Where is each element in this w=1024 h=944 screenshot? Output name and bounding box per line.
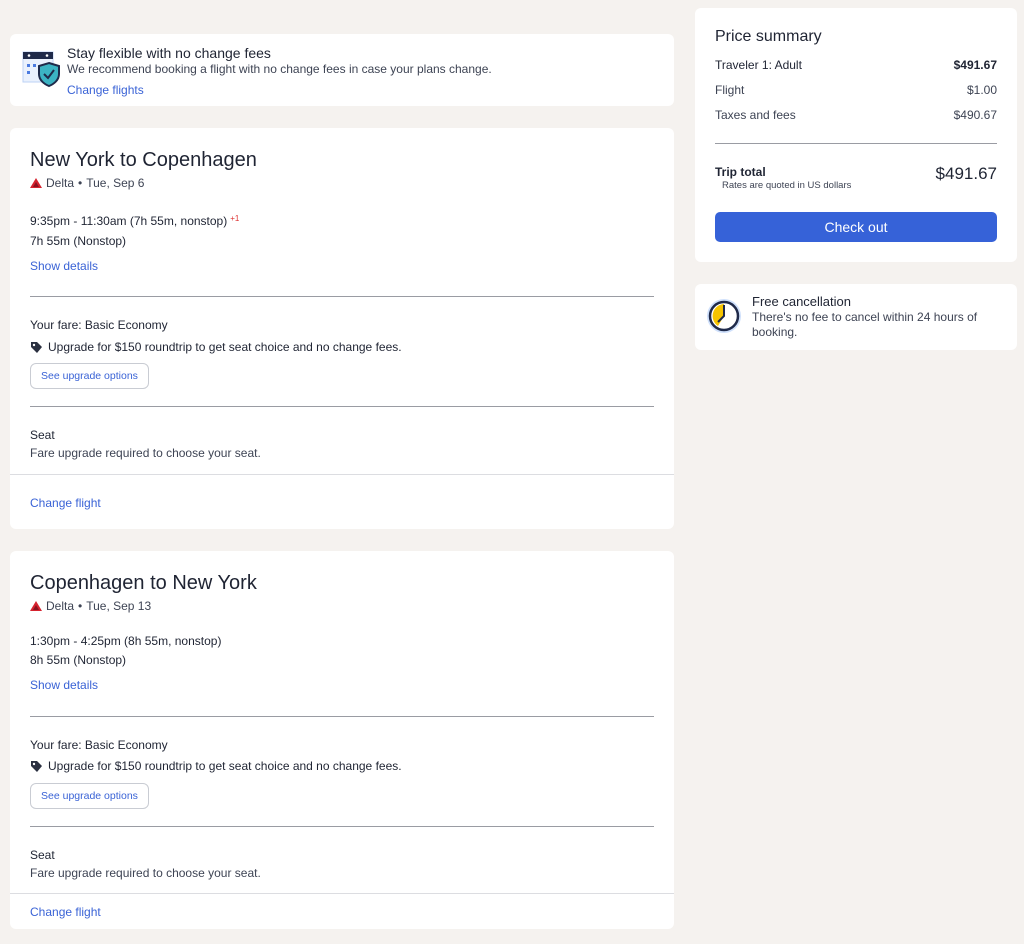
flight-card-return: Copenhagen to New York Delta • Tue, Sep 13…: [10, 551, 674, 929]
trip-total-label: Trip total: [715, 165, 766, 179]
change-flights-link[interactable]: Change flights: [67, 83, 144, 97]
currency-note: Rates are quoted in US dollars: [722, 180, 852, 191]
change-flight-link[interactable]: Change flight: [30, 905, 101, 919]
notice-title: Stay flexible with no change fees: [67, 45, 271, 61]
separator: •: [78, 599, 83, 613]
no-change-fees-notice: Stay flexible with no change fees We rec…: [10, 34, 674, 106]
check-out-button[interactable]: Check out: [715, 212, 997, 242]
cancellation-title: Free cancellation: [752, 294, 851, 309]
divider: [10, 474, 674, 475]
free-cancellation-notice: Free cancellation There's no fee to canc…: [695, 284, 1017, 350]
flight-title: New York to Copenhagen: [30, 149, 257, 171]
fare-label: Your fare: Basic Economy: [30, 738, 168, 752]
upgrade-info: Upgrade for $150 roundtrip to get seat c…: [30, 759, 402, 773]
divider: [715, 143, 997, 144]
flight-row: Flight $1.00: [715, 83, 997, 97]
divider: [30, 826, 654, 827]
show-details-link[interactable]: Show details: [30, 259, 99, 273]
taxes-row: Taxes and fees $490.67: [715, 108, 997, 122]
delta-logo-icon: [30, 601, 42, 611]
delta-logo-icon: [30, 178, 42, 188]
summary-title: Price summary: [715, 28, 822, 45]
flight-times: 1:30pm - 4:25pm (8h 55m, nonstop): [30, 634, 222, 648]
separator: •: [78, 176, 83, 190]
flight-duration: 7h 55m (Nonstop): [30, 234, 127, 248]
airline-name: Delta: [46, 599, 75, 613]
flight-title: Copenhagen to New York: [30, 572, 257, 594]
trip-total: $491.67: [935, 164, 997, 183]
upgrade-text: Upgrade for $150 roundtrip to get seat c…: [48, 340, 402, 354]
cancellation-description: There's no fee to cancel within 24 hours…: [752, 310, 978, 339]
flight-times: 9:35pm - 11:30am (7h 55m, nonstop) +1: [30, 214, 239, 228]
airline-info: Delta • Tue, Sep 6: [30, 176, 144, 190]
flight-label: Flight: [715, 83, 745, 97]
day-offset: +1: [230, 214, 240, 223]
see-upgrade-options-button[interactable]: See upgrade options: [30, 363, 149, 389]
divider: [30, 296, 654, 297]
fare-label: Your fare: Basic Economy: [30, 318, 168, 332]
flight-duration: 8h 55m (Nonstop): [30, 653, 127, 667]
divider: [30, 406, 654, 407]
airline-info: Delta • Tue, Sep 13: [30, 599, 151, 613]
traveler-label: Traveler 1: Adult: [715, 58, 802, 72]
seat-label: Seat: [30, 428, 55, 442]
change-flight-link[interactable]: Change flight: [30, 496, 101, 510]
seat-label: Seat: [30, 848, 55, 862]
airline-name: Delta: [46, 176, 75, 190]
taxes-label: Taxes and fees: [715, 108, 796, 122]
flight-card-outbound: New York to Copenhagen Delta • Tue, Sep 6 …: [10, 128, 674, 529]
tag-icon: [31, 760, 42, 772]
traveler-row: Traveler 1: Adult $491.67: [715, 58, 997, 72]
flight-date: Tue, Sep 6: [86, 176, 145, 190]
times-text: 9:35pm - 11:30am (7h 55m, nonstop): [30, 214, 228, 228]
seat-description: Fare upgrade required to choose your sea…: [30, 446, 261, 460]
show-details-link[interactable]: Show details: [30, 678, 99, 692]
flight-price: $1.00: [966, 83, 997, 97]
taxes-price: $490.67: [953, 108, 997, 122]
calendar-shield-icon: [22, 51, 60, 88]
seat-description: Fare upgrade required to choose your sea…: [30, 866, 261, 880]
notice-description: We recommend booking a flight with no ch…: [67, 62, 492, 76]
divider: [10, 893, 674, 894]
price-summary: Price summary Traveler 1: Adult $491.67 F…: [695, 8, 1017, 262]
tag-icon: [31, 341, 42, 353]
upgrade-text: Upgrade for $150 roundtrip to get seat c…: [48, 759, 402, 773]
clock-icon: [707, 299, 741, 333]
traveler-price: $491.67: [953, 58, 997, 72]
see-upgrade-options-button[interactable]: See upgrade options: [30, 783, 149, 809]
divider: [30, 716, 654, 717]
upgrade-info: Upgrade for $150 roundtrip to get seat c…: [30, 340, 402, 354]
flight-date: Tue, Sep 13: [86, 599, 152, 613]
